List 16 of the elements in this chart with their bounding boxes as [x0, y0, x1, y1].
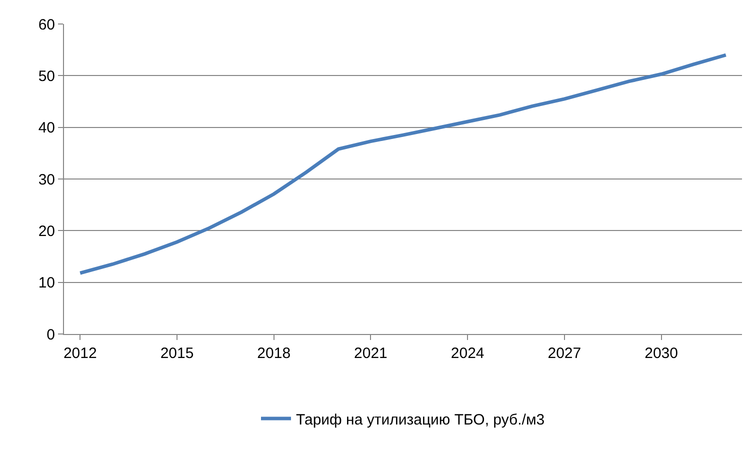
y-tick-label: 10: [38, 274, 55, 292]
line-series: [78, 53, 728, 275]
y-tick-label: 60: [38, 16, 55, 34]
legend-label: Тариф на утилизацию ТБО, руб./м3: [296, 411, 545, 428]
y-tick-label: 30: [38, 171, 55, 188]
x-tick-label: 2027: [548, 345, 582, 362]
x-tick-label: 2021: [354, 345, 388, 362]
x-tick-label: 2015: [160, 345, 194, 362]
x-tick-label: 2030: [644, 345, 678, 362]
x-tick-label: 2018: [257, 345, 291, 362]
y-tick-label: 0: [46, 326, 55, 344]
y-tick-label: 50: [38, 68, 55, 85]
y-tick-label: 20: [38, 222, 55, 240]
x-tick-label: 2024: [450, 345, 484, 362]
y-tick-label: 40: [38, 120, 55, 137]
x-tick-label: 2012: [63, 345, 97, 362]
